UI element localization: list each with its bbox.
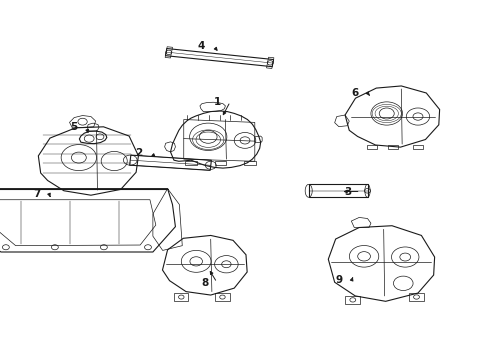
Text: 1: 1 — [214, 96, 221, 107]
Text: 4: 4 — [197, 41, 205, 51]
Text: 7: 7 — [33, 189, 40, 199]
Text: 3: 3 — [344, 186, 352, 197]
Text: 9: 9 — [336, 275, 343, 285]
Text: 8: 8 — [201, 278, 208, 288]
Text: 5: 5 — [70, 122, 77, 132]
Text: 6: 6 — [351, 88, 359, 98]
Text: 2: 2 — [135, 148, 142, 158]
